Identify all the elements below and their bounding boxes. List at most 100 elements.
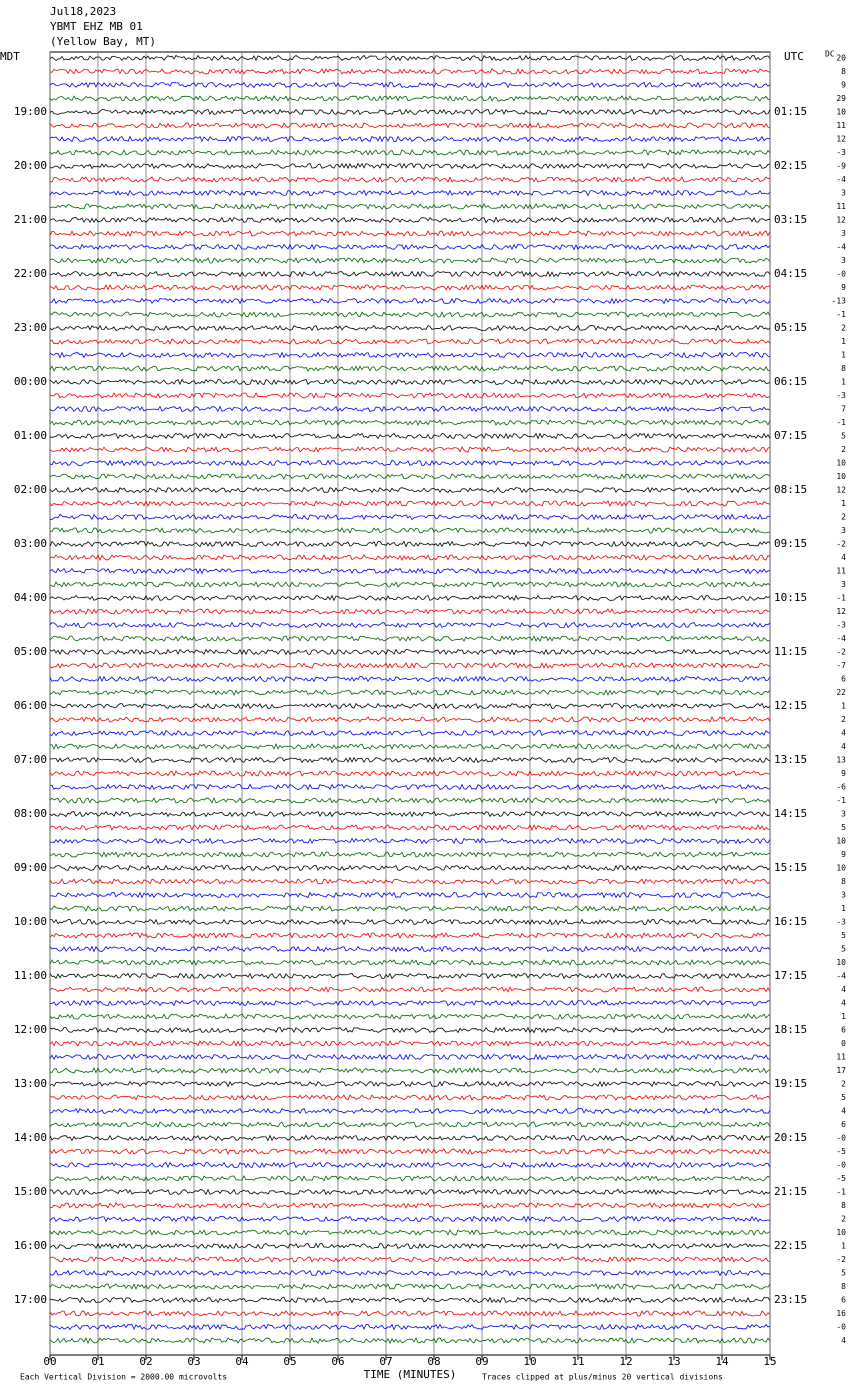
dc-offset: -3 [836, 148, 846, 157]
dc-offset: 2 [841, 1080, 846, 1089]
dc-offset: 10 [836, 837, 846, 846]
trace [49, 419, 771, 426]
mdt-label: 22:00 [14, 267, 47, 280]
trace [49, 297, 771, 305]
utc-label: 11:15 [774, 645, 807, 658]
dc-offset: 4 [841, 742, 846, 751]
mdt-label: 06:00 [14, 699, 47, 712]
dc-offset: 7 [841, 405, 846, 414]
utc-label: 10:15 [774, 591, 807, 604]
dc-offset: 2 [841, 1215, 846, 1224]
dc-offset: 10 [836, 459, 846, 468]
date: Jul18,2023 [50, 5, 116, 18]
dc-offset: 1 [841, 904, 846, 913]
dc-offset: 10 [836, 472, 846, 481]
dc-offset: -2 [836, 648, 846, 657]
station: YBMT EHZ MB 01 [50, 20, 143, 33]
footer-right: Traces clipped at plus/minus 20 vertical… [482, 1373, 723, 1382]
dc-offset: -1 [836, 594, 846, 603]
utc-label: 02:15 [774, 159, 807, 172]
trace [49, 1337, 771, 1345]
dc-offset: -1 [836, 418, 846, 427]
dc-offset: -1 [836, 1188, 846, 1197]
trace [49, 108, 771, 116]
trace [49, 770, 771, 777]
dc-offset: -3 [836, 391, 846, 400]
x-tick-label: 00 [43, 1355, 56, 1368]
utc-label: 22:15 [774, 1239, 807, 1252]
dc-offset: 5 [841, 432, 846, 441]
trace [49, 311, 771, 318]
trace [49, 689, 771, 696]
dc-offset: 1 [841, 351, 846, 360]
mdt-label: 04:00 [14, 591, 47, 604]
dc-offset: 8 [841, 1282, 846, 1291]
trace [49, 743, 771, 750]
x-tick-label: 04 [235, 1355, 249, 1368]
trace [49, 203, 771, 210]
x-tick-label: 06 [331, 1355, 344, 1368]
dc-offset: 5 [841, 945, 846, 954]
trace [49, 675, 771, 683]
trace [49, 1323, 771, 1331]
utc-label: 09:15 [774, 537, 807, 550]
trace [49, 95, 771, 102]
dc-offset: 4 [841, 999, 846, 1008]
dc-offset: 12 [836, 216, 846, 225]
dc-offset: -5 [836, 1174, 846, 1183]
trace [49, 513, 771, 521]
utc-label: 23:15 [774, 1293, 807, 1306]
dc-offset: 3 [841, 891, 846, 900]
trace [49, 68, 771, 75]
trace [49, 1283, 771, 1291]
mdt-label: 08:00 [14, 807, 47, 820]
trace [49, 459, 771, 467]
trace [49, 486, 771, 494]
mdt-label: 14:00 [14, 1131, 47, 1144]
utc-label: 16:15 [774, 915, 807, 928]
trace [49, 891, 771, 899]
trace [49, 648, 771, 656]
dc-offset: 2 [841, 715, 846, 724]
trace [49, 1296, 771, 1304]
mdt-label: 05:00 [14, 645, 47, 658]
trace [49, 500, 771, 508]
dc-offset: 2 [841, 445, 846, 454]
x-tick-label: 14 [715, 1355, 729, 1368]
dc-offset: -4 [836, 243, 846, 252]
trace [49, 81, 771, 89]
dc-offset: -4 [836, 175, 846, 184]
dc-offset: 4 [841, 553, 846, 562]
trace [49, 796, 771, 804]
dc-offset: 11 [836, 121, 846, 130]
trace [49, 918, 771, 926]
dc-offset: 9 [841, 769, 846, 778]
right-title: UTC [784, 50, 804, 63]
dc-offset: 20 [836, 54, 846, 63]
footer-left: Each Vertical Division = 2000.00 microvo… [20, 1373, 227, 1382]
trace [49, 581, 771, 588]
dc-offset: 13 [836, 756, 846, 765]
trace [49, 122, 771, 129]
dc-offset: 1 [841, 378, 846, 387]
trace [49, 702, 771, 710]
dc-offset: 1 [841, 1242, 846, 1251]
dc-offset: 5 [841, 1269, 846, 1278]
dc-offset: 4 [841, 1107, 846, 1116]
mdt-label: 10:00 [14, 915, 47, 928]
mdt-label: 19:00 [14, 105, 47, 118]
dc-offset: -2 [836, 1255, 846, 1264]
trace [49, 999, 771, 1007]
dc-offset: -0 [836, 1323, 846, 1332]
trace [49, 162, 771, 170]
trace [49, 1013, 771, 1020]
dc-offset: -0 [836, 1161, 846, 1170]
trace [49, 1053, 771, 1061]
utc-label: 04:15 [774, 267, 807, 280]
dc-offset: 10 [836, 1228, 846, 1237]
trace [49, 1094, 771, 1101]
dc-offset: 1 [841, 1012, 846, 1021]
dc-offset: 8 [841, 364, 846, 373]
trace [49, 405, 771, 413]
